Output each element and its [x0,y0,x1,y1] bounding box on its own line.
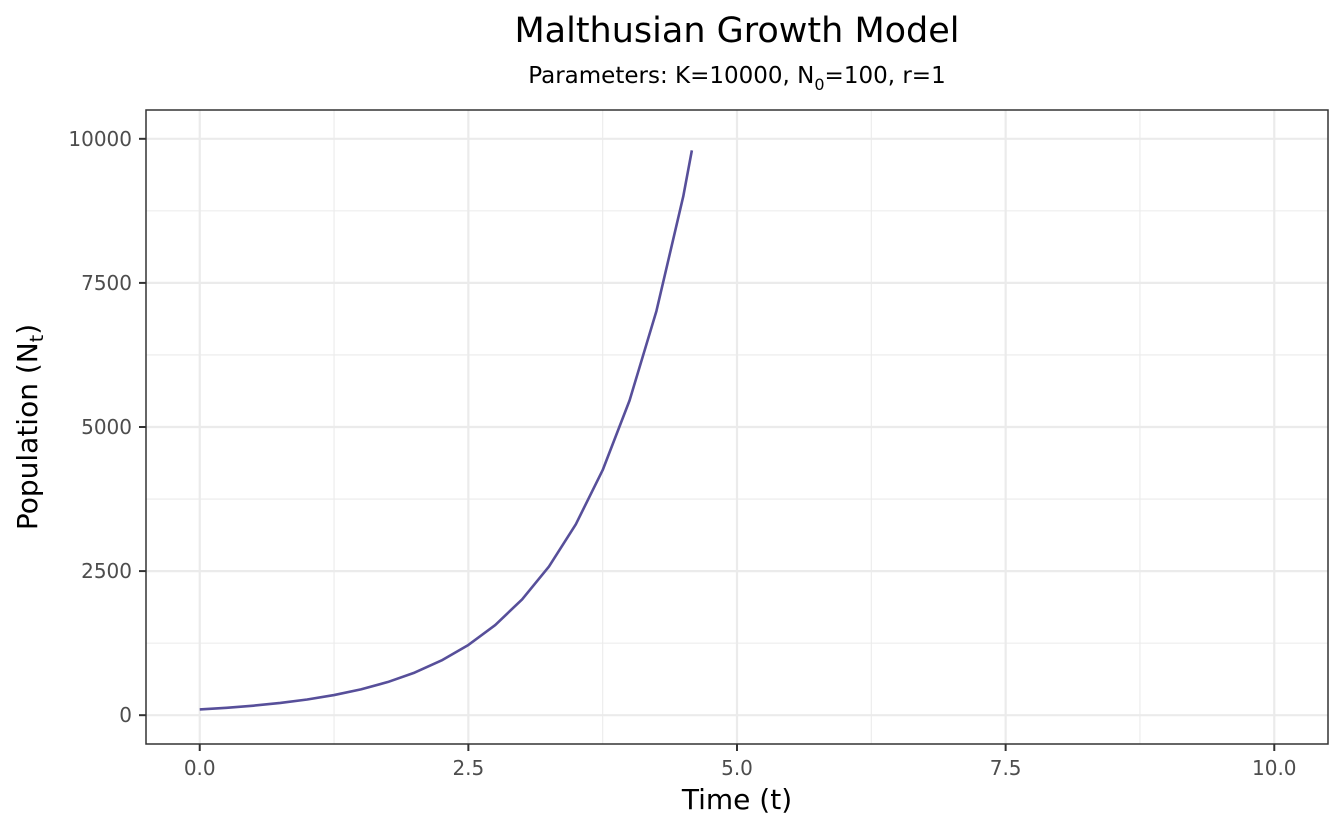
y-tick-label: 7500 [81,271,132,295]
y-tick-labels: 0 2500 5000 7500 10000 [68,127,132,727]
x-tick-label: 10.0 [1252,756,1297,780]
x-tick-label: 5.0 [721,756,753,780]
y-axis-title: Population (Nt) [11,324,48,530]
x-tick-label: 2.5 [452,756,484,780]
y-tick-label: 0 [119,703,132,727]
y-tick-label: 5000 [81,415,132,439]
x-tick-label: 7.5 [990,756,1022,780]
x-axis-title: Time (t) [681,783,792,816]
ylabel-subscript: t [26,335,48,342]
chart-subtitle: Parameters: K=10000, N0=100, r=1 [528,63,945,94]
axis-ticks [139,137,1276,751]
subtitle-subscript: 0 [814,75,824,94]
x-tick-label: 0.0 [184,756,216,780]
series-layer [199,150,694,711]
series-line [199,150,694,711]
y-tick-label: 10000 [68,127,132,151]
y-tick-label: 2500 [81,559,132,583]
x-tick-labels: 0.0 2.5 5.0 7.5 10.0 [184,756,1297,780]
chart-title: Malthusian Growth Model [514,11,959,51]
major-grid [146,110,1328,744]
